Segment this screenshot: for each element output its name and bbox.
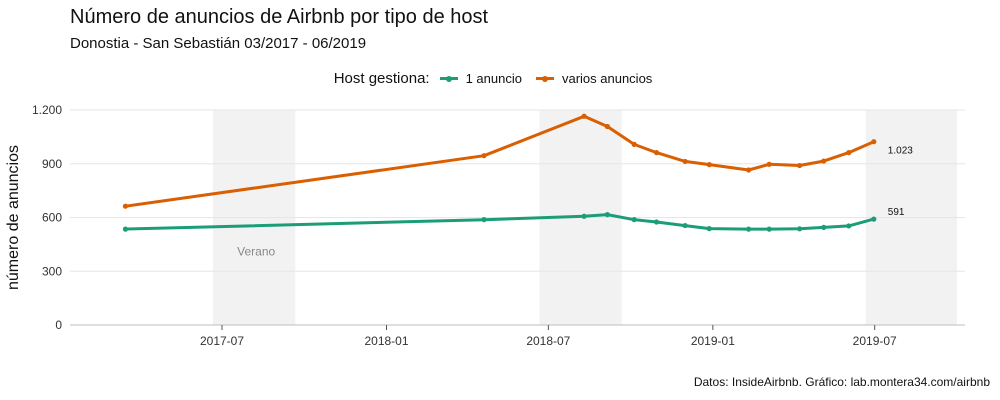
legend: Host gestiona: 1 anuncio varios anuncios	[0, 70, 1000, 87]
data-point-varios-anuncios-8	[746, 167, 752, 173]
y-tick-label: 300	[42, 264, 62, 278]
data-point-varios-anuncios-3	[604, 123, 610, 130]
data-point-varios-anuncios-9	[766, 161, 772, 167]
legend-title: Host gestiona:	[333, 70, 430, 87]
data-point-1-anuncio-0	[122, 226, 129, 232]
legend-swatch-varios-anuncios	[535, 75, 554, 82]
data-point-varios-anuncios-12	[846, 150, 852, 156]
y-tick-label: 1.200	[32, 103, 62, 117]
data-point-varios-anuncios-0	[122, 203, 129, 209]
x-tick-label: 2019-07	[853, 334, 897, 348]
x-tick-label: 2018-01	[364, 334, 408, 348]
x-tick-label: 2017-07	[200, 334, 244, 348]
data-point-1-anuncio-11	[821, 224, 827, 230]
data-point-1-anuncio-1	[481, 217, 487, 223]
y-tick-label: 0	[55, 318, 62, 332]
data-point-varios-anuncios-13	[871, 139, 877, 145]
legend-item-1-anuncio: 1 anuncio	[439, 71, 522, 86]
data-point-1-anuncio-2	[581, 213, 587, 219]
data-point-varios-anuncios-6	[682, 158, 688, 165]
data-point-1-anuncio-3	[604, 212, 610, 218]
shaded-period-label: Verano	[237, 244, 275, 258]
x-tick-label: 2018-07	[526, 334, 570, 348]
y-tick-label: 600	[42, 211, 62, 225]
data-point-1-anuncio-5	[653, 219, 660, 225]
data-point-1-anuncio-6	[682, 222, 688, 229]
data-point-varios-anuncios-7	[706, 162, 712, 168]
data-point-1-anuncio-13	[871, 216, 877, 222]
chart-title: Número de anuncios de Airbnb por tipo de…	[70, 6, 489, 28]
data-point-1-anuncio-8	[746, 226, 752, 232]
legend-label-1-anuncio: 1 anuncio	[465, 71, 522, 86]
data-point-1-anuncio-12	[846, 223, 852, 229]
legend-label-varios-anuncios: varios anuncios	[561, 71, 653, 86]
data-point-1-anuncio-4	[631, 217, 637, 223]
data-point-1-anuncio-10	[796, 226, 803, 232]
legend-swatch-1-anuncio	[439, 75, 458, 82]
data-point-1-anuncio-7	[706, 226, 712, 232]
data-point-varios-anuncios-10	[796, 162, 803, 169]
y-tick-label: 900	[42, 157, 62, 171]
series-line-varios-anuncios	[123, 114, 876, 208]
series-line-1-anuncio	[123, 213, 876, 231]
data-point-varios-anuncios-11	[821, 158, 827, 164]
chart-subtitle: Donostia - San Sebastián 03/2017 - 06/20…	[70, 35, 367, 52]
data-point-1-anuncio-9	[766, 226, 772, 232]
data-point-varios-anuncios-2	[581, 113, 587, 119]
y-axis-label: número de anuncios	[5, 145, 22, 290]
data-point-varios-anuncios-4	[631, 141, 637, 147]
end-label-varios-anuncios: 1.023	[888, 146, 913, 157]
data-point-varios-anuncios-1	[481, 153, 487, 159]
end-label-1-anuncio: 591	[888, 207, 905, 218]
chart-caption: Datos: InsideAirbnb. Gráfico: lab.monter…	[693, 375, 990, 389]
x-tick-label: 2019-01	[691, 334, 735, 348]
data-point-varios-anuncios-5	[653, 150, 660, 156]
legend-item-varios-anuncios: varios anuncios	[535, 71, 653, 86]
